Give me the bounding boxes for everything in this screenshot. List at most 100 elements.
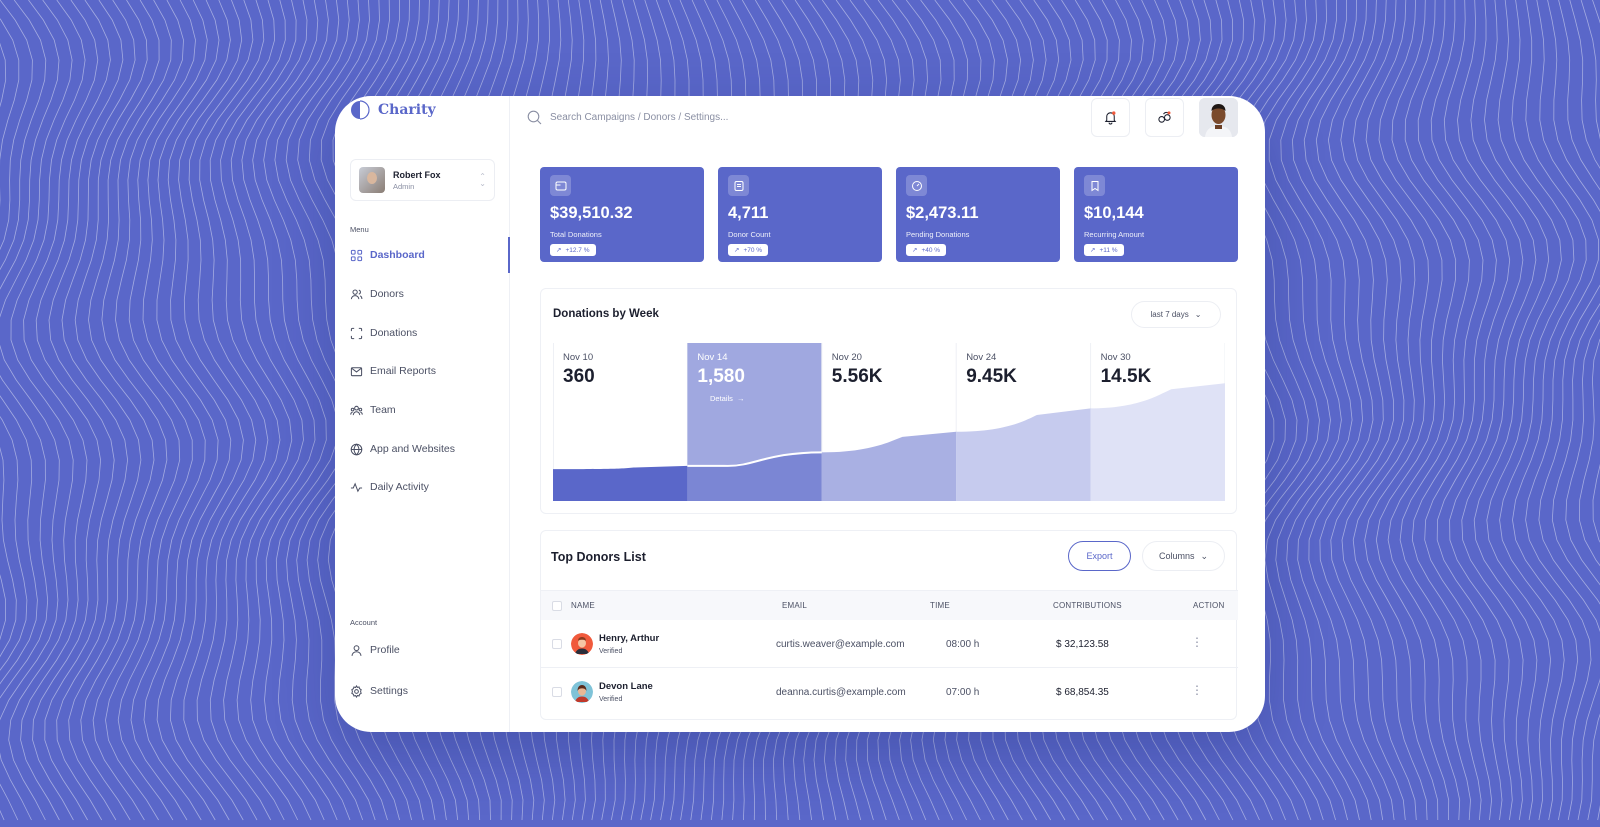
donor-status: Verified [599,696,623,703]
donor-time: 07:00 h [946,687,980,698]
active-indicator [508,237,510,273]
select-all-checkbox[interactable] [552,601,562,611]
apps-button[interactable] [1145,98,1184,137]
users-icon [350,289,363,299]
details-link[interactable]: Details → [710,394,744,403]
notifications-button[interactable] [1091,98,1130,137]
menu-section-label: Menu [350,225,369,234]
range-label: last 7 days [1150,310,1189,319]
week-value: 5.56K [831,366,883,387]
column-header-contributions[interactable]: CONTRIBUTIONS [1053,601,1122,610]
profile-avatar[interactable] [1199,98,1238,137]
logo-icon [351,100,370,120]
account-section-label: Account [350,618,378,627]
chevron-down-icon: ⌄ [1194,310,1202,319]
week-value: 1,580 [697,366,745,387]
table-row[interactable]: Henry, Arthur Verified curtis.weaver@exa… [541,620,1238,668]
stat-card-total-donations[interactable]: $39,510.32 Total Donations ↗ +12.7 % [540,167,704,262]
change-value: +70 % [743,246,763,254]
column-header-email[interactable]: EMAIL [782,601,808,610]
row-checkbox[interactable] [552,639,562,649]
trend-up-icon: ↗ [912,247,918,254]
sidebar-item-daily-activity[interactable]: Daily Activity [350,477,429,497]
stat-value: $2,473.11 [906,204,979,222]
range-dropdown[interactable]: last 7 days ⌄ [1131,301,1221,328]
sidebar-item-email-reports[interactable]: Email Reports [350,361,436,381]
more-vertical-icon[interactable]: ⋮ [1191,635,1203,649]
trend-up-icon: ↗ [734,247,740,254]
top-donors-card: Top Donors List Export Columns ⌄ NAME EM… [540,530,1238,720]
user-switcher[interactable]: Robert Fox Admin ⌃ ⌄ [350,159,495,201]
search-icon [527,110,542,125]
export-button[interactable]: Export [1068,541,1131,571]
table-title: Top Donors List [551,550,646,564]
change-value: +40 % [921,246,941,254]
chevron-updown-icon: ⌃ ⌄ [479,172,486,188]
user-icon [351,644,362,656]
avatar [1199,98,1238,137]
grid-icon [350,249,363,261]
column-header-name[interactable]: NAME [571,601,595,610]
change-value: +12.7 % [565,246,590,254]
donor-name: Devon Lane [599,681,653,692]
stat-card-recurring-amount[interactable]: $10,144 Recurring Amount ↗ +11 % [1074,167,1238,262]
sidebar-item-label: Settings [370,685,408,697]
table-header: NAME EMAIL TIME CONTRIBUTIONS ACTION [541,590,1238,620]
sidebar-item-dashboard[interactable]: Dashboard [350,245,425,265]
change-badge: ↗ +70 % [728,244,769,256]
row-checkbox[interactable] [552,687,562,697]
stat-card-donor-count[interactable]: 4,711 Donor Count ↗ +70 % [718,167,882,262]
sidebar-item-profile[interactable]: Profile [350,640,400,660]
donor-time: 08:00 h [946,639,980,650]
search-input[interactable]: Search Campaigns / Donors / Settings... [550,112,729,123]
bookmark-icon [1084,175,1105,196]
activity-icon [350,481,363,492]
team-icon [350,405,363,415]
avatar [571,681,593,703]
chart-title: Donations by Week [553,308,659,320]
area-segment [687,452,822,501]
app-window: Charity Robert Fox Admin ⌃ ⌄ Menu Dashboa… [335,96,1265,732]
table-row[interactable]: Devon Lane Verified deanna.curtis@exampl… [541,668,1238,716]
stat-value: $10,144 [1084,204,1144,222]
search-bar[interactable]: Search Campaigns / Donors / Settings... [527,110,728,125]
columns-dropdown[interactable]: Columns ⌄ [1142,541,1225,571]
brand-logo[interactable]: Charity [350,100,436,120]
sidebar-item-app-and-websites[interactable]: App and Websites [350,439,455,459]
gauge-icon [906,175,927,196]
sidebar-item-label: App and Websites [370,443,456,455]
user-name: Robert Fox [393,169,441,180]
stat-card-pending-donations[interactable]: $2,473.11 Pending Donations ↗ +40 % [896,167,1060,262]
mail-icon [350,366,363,376]
sidebar-item-label: Profile [370,644,400,656]
week-value: 360 [563,366,595,387]
change-badge: ↗ +40 % [906,244,947,256]
sidebar-item-donations[interactable]: Donations [350,323,417,343]
donor-email: deanna.curtis@example.com [776,687,906,698]
column-header-action[interactable]: ACTION [1193,601,1225,610]
avatar [359,167,385,193]
donor-status: Verified [599,648,623,655]
details-label: Details [710,394,733,403]
stat-label: Donor Count [728,230,771,239]
week-value: 9.45K [966,366,1017,387]
wallet-icon [550,175,571,196]
globe-icon [350,442,363,456]
stat-label: Total Donations [550,230,602,239]
stat-label: Recurring Amount [1084,230,1145,239]
sidebar-item-label: Dashboard [370,249,425,261]
sidebar-item-settings[interactable]: Settings [350,681,408,701]
sidebar-item-label: Team [370,404,396,416]
avatar [571,633,593,655]
sidebar-item-label: Email Reports [370,365,436,377]
area-segment [553,465,688,501]
more-vertical-icon[interactable]: ⋮ [1191,683,1203,697]
donor-email: curtis.weaver@example.com [776,639,905,650]
sidebar-item-team[interactable]: Team [350,400,396,420]
change-value: +11 % [1099,246,1118,254]
sidebar-item-donors[interactable]: Donors [350,284,404,304]
donations-chart [553,343,1225,501]
arrow-right-icon: → [736,394,745,403]
column-header-time[interactable]: TIME [930,601,950,610]
area-segment [1090,383,1225,501]
